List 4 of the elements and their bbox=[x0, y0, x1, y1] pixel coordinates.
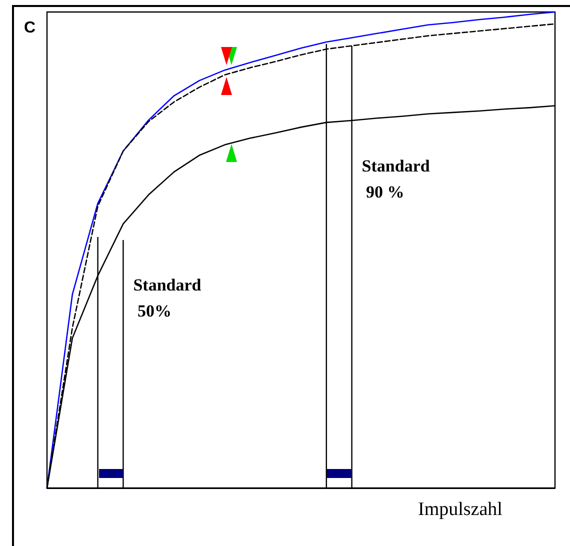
annotation: Standard 50% bbox=[133, 276, 202, 320]
x-axis-title: Impulszahl bbox=[418, 499, 502, 520]
annotation: Standard 90 % bbox=[362, 156, 430, 202]
y-axis-title: C bbox=[24, 20, 36, 36]
